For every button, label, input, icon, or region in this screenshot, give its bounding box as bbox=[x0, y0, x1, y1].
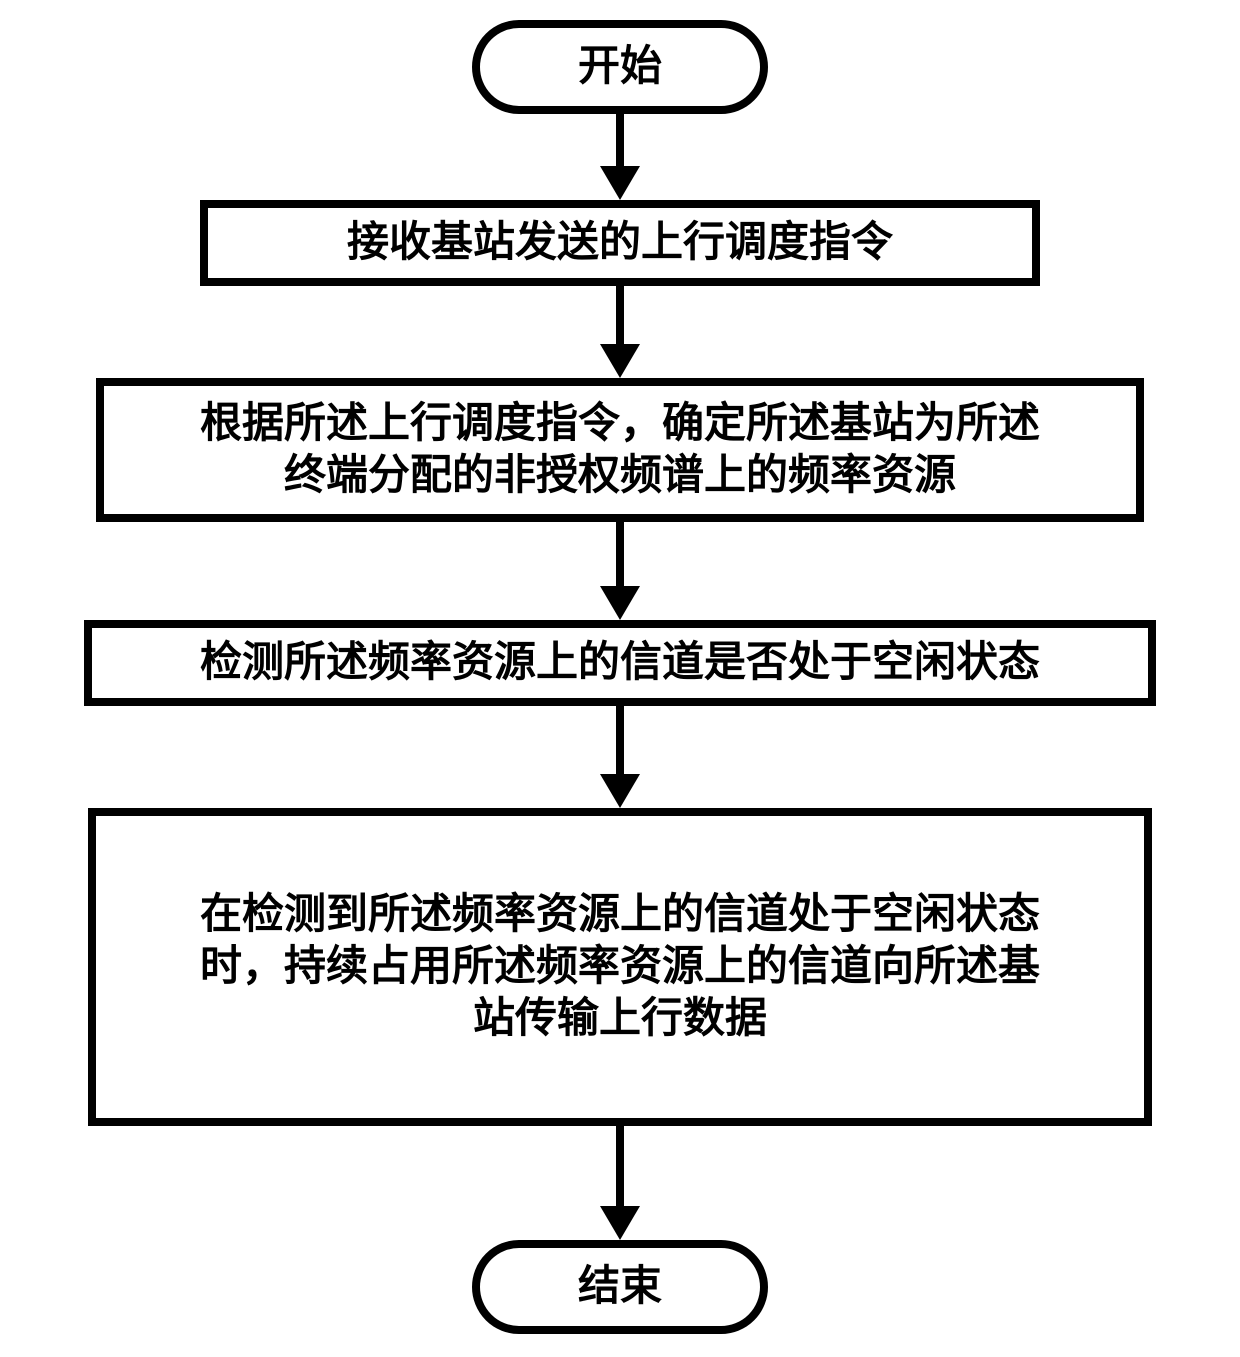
terminator-label-end: 结束 bbox=[578, 1261, 662, 1313]
process-label-step3: 检测所述频率资源上的信道是否处于空闲状态 bbox=[200, 637, 1040, 689]
arrow-2 bbox=[598, 520, 642, 622]
process-step3: 检测所述频率资源上的信道是否处于空闲状态 bbox=[84, 620, 1156, 706]
arrow-4 bbox=[598, 1124, 642, 1242]
terminator-label-start: 开始 bbox=[578, 41, 662, 93]
process-step1: 接收基站发送的上行调度指令 bbox=[200, 200, 1040, 286]
arrow-0 bbox=[598, 112, 642, 202]
process-label-step1: 接收基站发送的上行调度指令 bbox=[347, 217, 893, 269]
process-step2: 根据所述上行调度指令，确定所述基站为所述 终端分配的非授权频谱上的频率资源 bbox=[96, 378, 1144, 522]
terminator-start: 开始 bbox=[472, 20, 768, 114]
arrow-3 bbox=[598, 704, 642, 810]
terminator-end: 结束 bbox=[472, 1240, 768, 1334]
process-label-step2: 根据所述上行调度指令，确定所述基站为所述 终端分配的非授权频谱上的频率资源 bbox=[200, 398, 1040, 502]
flowchart-canvas: 开始结束 接收基站发送的上行调度指令根据所述上行调度指令，确定所述基站为所述 终端… bbox=[0, 0, 1240, 1357]
arrow-1 bbox=[598, 284, 642, 380]
process-step4: 在检测到所述频率资源上的信道处于空闲状态 时，持续占用所述频率资源上的信道向所述… bbox=[88, 808, 1152, 1126]
process-label-step4: 在检测到所述频率资源上的信道处于空闲状态 时，持续占用所述频率资源上的信道向所述… bbox=[200, 889, 1040, 1045]
